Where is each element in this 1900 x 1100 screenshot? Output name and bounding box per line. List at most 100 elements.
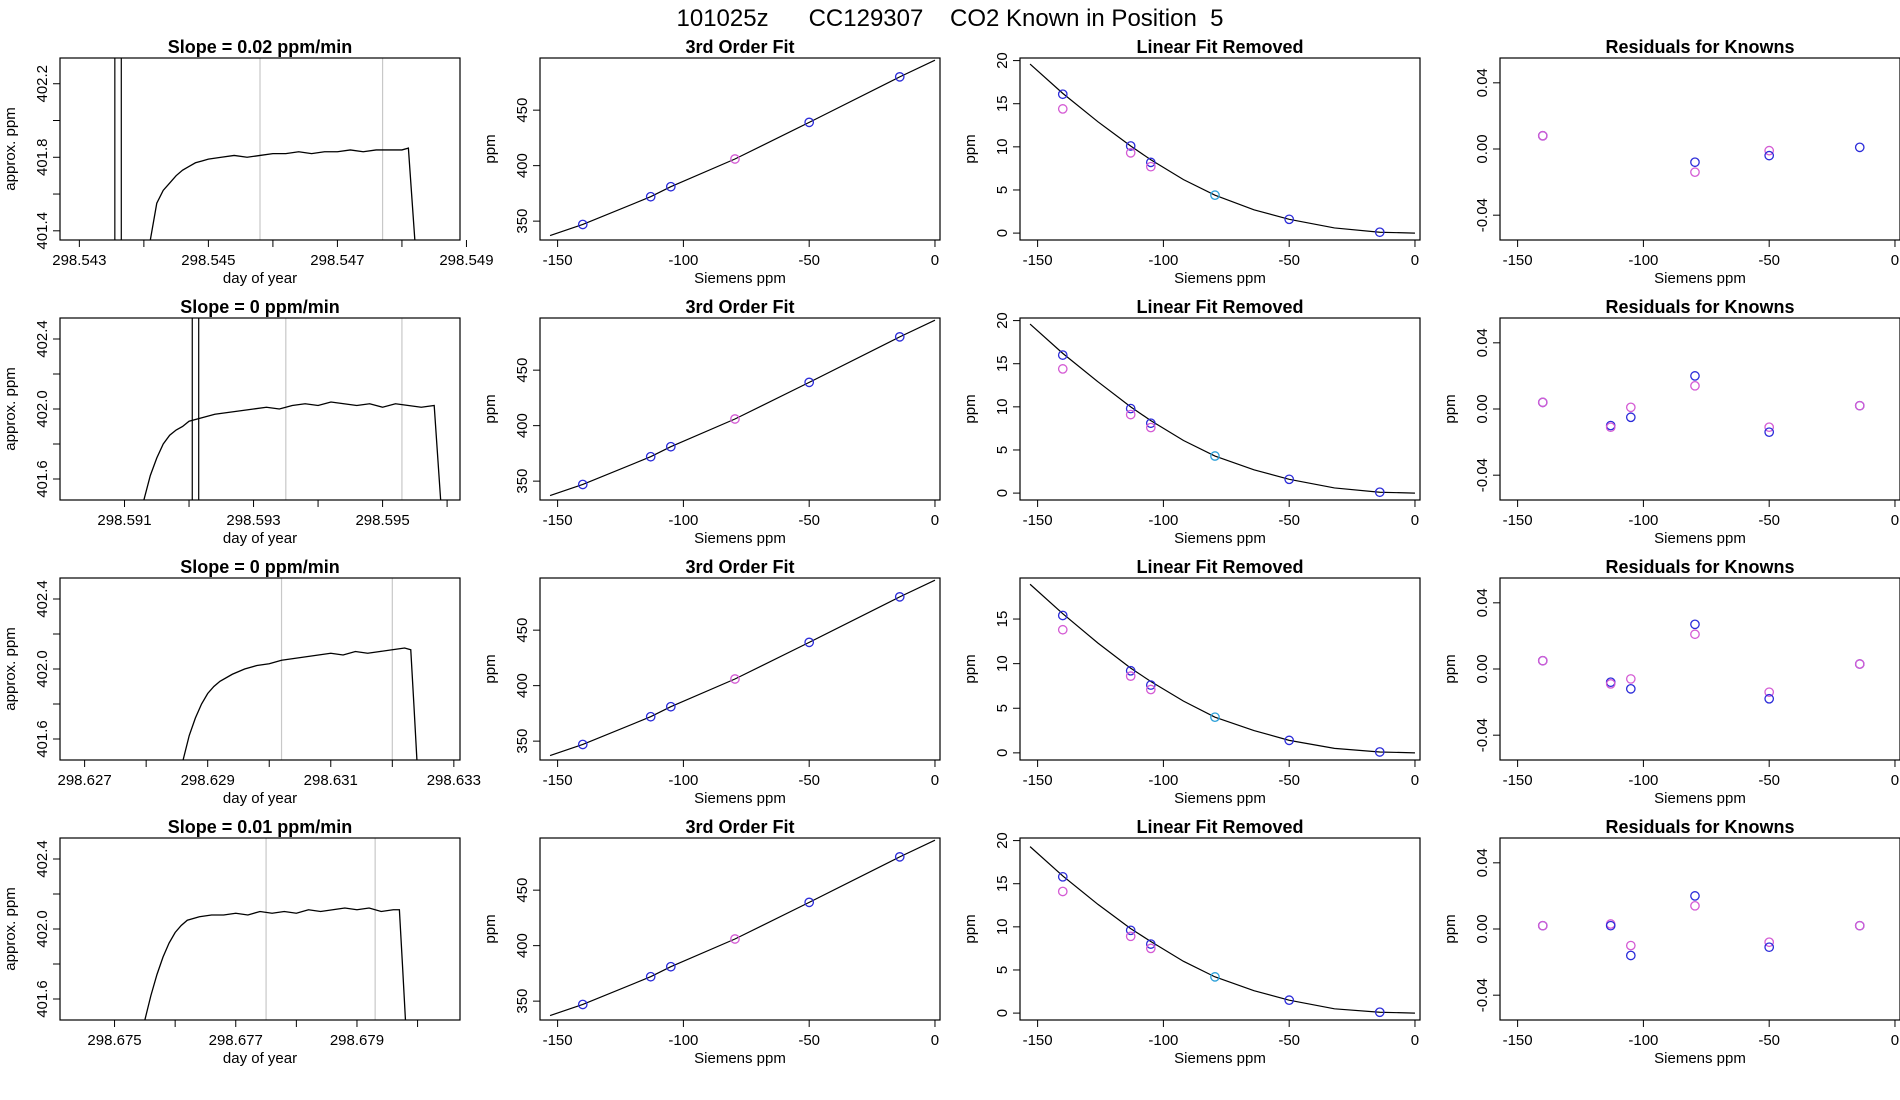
x-axis-label: day of year [223,530,297,547]
y-tick-label: 5 [994,186,1011,194]
panel-r0-c3: -150 -100 -50 0 -0.04 0.00 0.04 Residuals for K… [1474,37,1900,287]
y-axis-label: ppm [962,134,979,163]
data-point-9 [1764,427,1775,438]
data-point-5 [1764,150,1775,161]
x-tick-label: -100 [668,1032,698,1049]
y-tick-label: 401.6 [34,460,51,498]
x-tick-label: 298.543 [52,252,106,269]
y-tick-label: 0.00 [1474,654,1491,683]
y-tick-label: 400 [514,153,531,178]
plot-frame [59,57,461,241]
data-point-4 [1145,939,1156,949]
x-tick-label: -100 [668,772,698,789]
x-tick-label: -100 [1628,772,1658,789]
data-point-0 [1057,610,1068,621]
data-point-3 [730,674,740,684]
y-tick-label: 0.00 [1474,134,1491,163]
plot-frame [1019,317,1421,501]
y-tick-label: 400 [514,933,531,958]
data-point-7 [1284,735,1295,746]
data-point-4 [1625,402,1636,413]
data-point-1 [645,971,656,982]
data-point-5 [894,332,905,342]
y-tick-label: 450 [514,878,531,903]
data-point-6 [1690,619,1700,630]
data-point-4 [1145,418,1156,429]
data-point-5 [1625,950,1636,961]
panel-r0-c2: -150 -100 -50 0 0 5 10 15 20 Linear Fit Removed Si… [962,37,1421,287]
data-point-4 [804,637,815,648]
data-point-8 [1764,687,1775,698]
x-tick-label: 0 [1891,1032,1899,1049]
plot-frame [1019,837,1421,1021]
y-tick-label: 20 [994,52,1011,69]
data-point-0 [577,219,588,230]
data-point-1 [1537,920,1548,931]
y-axis-label: ppm [1442,654,1459,683]
y-tick-label: 0 [994,1009,1011,1017]
data-point-3 [1605,422,1616,433]
data-point-1 [1537,655,1548,666]
data-point-6 [1210,712,1220,723]
data-point-7 [1284,474,1295,485]
plot-frame [539,577,941,761]
panel-title: Residuals for Knowns [1605,297,1794,317]
panel-title: 3rd Order Fit [685,37,794,57]
data-point-1 [645,451,656,462]
panel-r2-c2: -150 -100 -50 0 0 5 10 15 Linear Fit Removed Siem… [962,557,1421,807]
y-axis-label: approx. ppm [2,107,19,190]
data-point-9 [1764,693,1775,704]
x-tick-label: -150 [543,1032,573,1049]
data-point-1 [1057,104,1068,114]
data-point-7 [1690,900,1700,911]
y-tick-label: 0 [994,229,1011,237]
panel-title: Linear Fit Removed [1136,557,1303,577]
x-tick-label: -150 [543,772,573,789]
plot-frame [1499,837,1900,1021]
y-tick-label: 15 [994,355,1011,372]
data-point-2 [1125,665,1136,676]
x-tick-label: -150 [1023,1032,1053,1049]
x-axis-label: Siemens ppm [694,1050,786,1067]
data-point-5 [894,592,905,602]
y-tick-label: 350 [514,989,531,1014]
y-tick-label: 402.4 [34,580,51,618]
x-tick-label: -50 [1758,512,1780,529]
y-axis-label: ppm [482,914,499,943]
panel-title: Slope = 0.02 ppm/min [168,37,353,57]
y-tick-label: 0 [994,749,1011,757]
data-point-1 [645,711,656,722]
y-tick-label: 5 [994,966,1011,974]
x-axis-label: Siemens ppm [1654,530,1746,547]
panel-r3-c2: -150 -100 -50 0 0 5 10 15 20 Linear Fit Removed Si… [962,817,1421,1067]
plot-frame [1019,57,1421,241]
x-axis-label: Siemens ppm [694,790,786,807]
x-tick-label: -50 [1278,772,1300,789]
y-axis-label: approx. ppm [2,627,19,710]
data-point-0 [577,739,588,750]
panel-r3-c1: -150 -100 -50 0 350 400 450 3rd Order Fit Siemen… [482,817,941,1067]
data-point-5 [1625,684,1636,694]
x-tick-label: -150 [1023,512,1053,529]
fit-curve [549,839,936,1017]
panel-r0-c0: 298.543 298.545 298.547 298.549 401.4 401.8 40… [2,37,494,287]
panel-title: Slope = 0 ppm/min [180,297,340,317]
y-tick-label: 450 [514,618,531,643]
data-point-6 [1210,190,1220,200]
y-tick-label: 402.0 [34,650,51,688]
y-axis-label: ppm [1442,914,1459,943]
panel-r3-c0: 298.675 298.677 298.679 401.6 402.0 402.4 Slop… [2,817,461,1067]
data-point-1 [1537,397,1548,408]
y-tick-label: 10 [994,655,1011,672]
data-point-5 [1145,943,1156,954]
y-tick-label: 450 [514,358,531,383]
x-tick-label: 0 [1411,772,1419,789]
series-line [143,401,442,500]
data-point-8 [1764,937,1775,948]
data-point-3 [1605,679,1616,689]
data-point-0 [1057,871,1068,882]
x-tick-label: -100 [1148,1032,1178,1049]
y-tick-label: 5 [994,446,1011,454]
y-axis-label: ppm [482,394,499,423]
x-tick-label: 0 [1891,772,1899,789]
